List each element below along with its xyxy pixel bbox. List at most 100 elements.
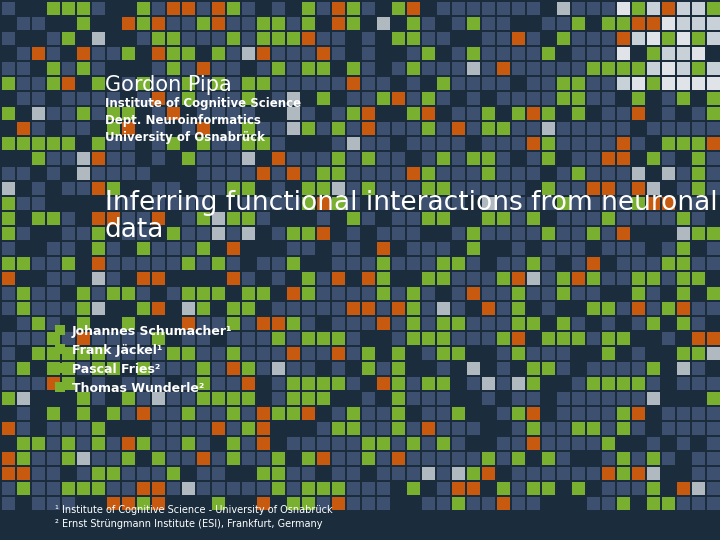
Bar — [257, 197, 270, 210]
Bar — [422, 287, 435, 300]
Bar — [137, 167, 150, 180]
Bar — [572, 422, 585, 435]
Bar — [512, 407, 525, 420]
Bar — [647, 452, 660, 465]
Bar — [287, 77, 300, 90]
Bar — [647, 17, 660, 30]
Bar — [587, 392, 600, 405]
Bar — [482, 182, 495, 195]
Bar — [317, 152, 330, 165]
Bar — [227, 302, 240, 315]
Bar — [422, 347, 435, 360]
Bar — [272, 272, 285, 285]
Bar — [677, 497, 690, 510]
Bar — [197, 77, 210, 90]
Bar — [302, 47, 315, 60]
Bar — [392, 347, 405, 360]
Bar — [452, 107, 465, 120]
Bar — [242, 377, 255, 390]
Bar — [662, 122, 675, 135]
Bar — [137, 212, 150, 225]
Bar — [707, 452, 720, 465]
Bar — [662, 92, 675, 105]
Bar — [302, 467, 315, 480]
Bar — [242, 407, 255, 420]
Bar — [587, 167, 600, 180]
Bar — [677, 62, 690, 75]
Bar — [497, 257, 510, 270]
Bar — [17, 377, 30, 390]
Bar — [92, 182, 105, 195]
Bar — [62, 362, 75, 375]
Bar — [452, 257, 465, 270]
Bar — [692, 332, 705, 345]
Bar — [602, 272, 615, 285]
Bar — [602, 137, 615, 150]
Bar — [17, 467, 30, 480]
Bar — [362, 347, 375, 360]
Bar — [272, 167, 285, 180]
Bar — [107, 47, 120, 60]
Bar — [197, 347, 210, 360]
Bar — [572, 167, 585, 180]
Bar — [182, 227, 195, 240]
Bar — [677, 212, 690, 225]
Bar — [47, 347, 60, 360]
Bar — [302, 17, 315, 30]
Bar — [212, 422, 225, 435]
Bar — [512, 257, 525, 270]
Bar — [617, 167, 630, 180]
Bar — [497, 137, 510, 150]
Text: Johannes Schumacher¹: Johannes Schumacher¹ — [72, 325, 233, 338]
Bar — [32, 377, 45, 390]
Bar — [512, 467, 525, 480]
Bar — [617, 272, 630, 285]
Bar — [77, 317, 90, 330]
Bar — [632, 32, 645, 45]
Bar — [632, 287, 645, 300]
Bar — [47, 497, 60, 510]
Bar — [602, 122, 615, 135]
Bar — [692, 137, 705, 150]
Bar — [632, 347, 645, 360]
Bar — [272, 62, 285, 75]
Bar — [92, 167, 105, 180]
Bar — [302, 152, 315, 165]
Bar — [557, 392, 570, 405]
Bar — [302, 392, 315, 405]
Bar — [407, 422, 420, 435]
Bar — [527, 392, 540, 405]
Bar — [92, 377, 105, 390]
Bar — [317, 497, 330, 510]
Bar — [302, 62, 315, 75]
Bar — [587, 332, 600, 345]
Bar — [557, 332, 570, 345]
Bar — [17, 287, 30, 300]
Bar — [167, 137, 180, 150]
Bar — [347, 137, 360, 150]
Bar — [332, 272, 345, 285]
Bar — [92, 362, 105, 375]
Bar — [437, 302, 450, 315]
Bar — [407, 212, 420, 225]
Bar — [242, 347, 255, 360]
Bar — [107, 137, 120, 150]
Bar — [587, 362, 600, 375]
Bar — [542, 62, 555, 75]
Bar — [617, 197, 630, 210]
Bar — [392, 62, 405, 75]
Bar — [632, 272, 645, 285]
Bar — [707, 92, 720, 105]
Bar — [317, 182, 330, 195]
Bar — [482, 212, 495, 225]
Bar — [77, 482, 90, 495]
Bar — [602, 497, 615, 510]
Bar — [587, 377, 600, 390]
Bar — [407, 467, 420, 480]
Bar — [332, 32, 345, 45]
Bar — [422, 467, 435, 480]
Bar — [677, 227, 690, 240]
Bar — [302, 227, 315, 240]
Bar — [467, 2, 480, 15]
Bar — [557, 77, 570, 90]
